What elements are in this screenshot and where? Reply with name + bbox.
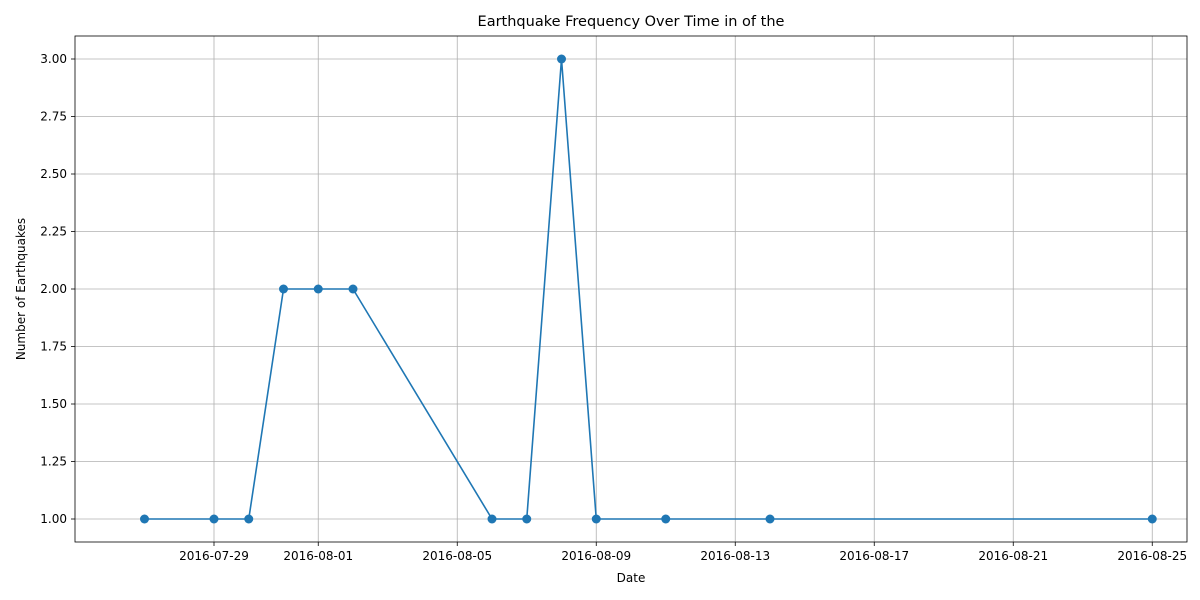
data-point bbox=[1147, 514, 1157, 524]
y-tick-label: 2.00 bbox=[40, 282, 67, 296]
y-tick-label: 1.75 bbox=[40, 340, 67, 354]
data-point bbox=[557, 54, 566, 64]
data-point bbox=[591, 514, 601, 524]
y-tick-label: 3.00 bbox=[40, 52, 67, 66]
x-tick-label: 2016-08-13 bbox=[700, 549, 770, 563]
y-tick-label: 1.25 bbox=[40, 455, 67, 469]
x-tick-label: 2016-08-09 bbox=[561, 549, 631, 563]
x-axis-label: Date bbox=[617, 571, 646, 585]
ticks: 2016-07-29 2016-08-01 2016-08-05 2016-08-09… bbox=[40, 52, 1187, 563]
x-tick-label: 2016-08-17 bbox=[839, 549, 909, 563]
chart-title: Earthquake Frequency Over Time in of the bbox=[478, 14, 785, 30]
y-tick-label: 2.75 bbox=[40, 110, 67, 124]
grid bbox=[75, 36, 1187, 542]
x-tick-label: 2016-08-21 bbox=[978, 549, 1048, 563]
data-point bbox=[140, 514, 149, 524]
x-tick-label: 2016-07-29 bbox=[179, 549, 249, 563]
x-tick-label: 2016-08-01 bbox=[283, 549, 353, 563]
data-point bbox=[244, 514, 254, 524]
y-axis-label: Number of Earthquakes bbox=[14, 218, 28, 360]
y-tick-label: 2.25 bbox=[40, 225, 67, 239]
data-point bbox=[765, 514, 775, 524]
series-layer bbox=[140, 54, 1157, 524]
data-point bbox=[209, 514, 219, 524]
data-point bbox=[313, 284, 323, 294]
data-point bbox=[348, 284, 358, 294]
y-tick-label: 2.50 bbox=[40, 167, 67, 181]
data-point bbox=[661, 514, 671, 524]
x-tick-label: 2016-08-05 bbox=[422, 549, 492, 563]
data-point bbox=[522, 514, 532, 524]
data-point bbox=[487, 514, 497, 524]
data-point bbox=[279, 284, 288, 294]
y-tick-label: 1.00 bbox=[40, 512, 67, 526]
x-tick-label: 2016-08-25 bbox=[1117, 549, 1187, 563]
y-tick-label: 1.50 bbox=[40, 397, 67, 411]
